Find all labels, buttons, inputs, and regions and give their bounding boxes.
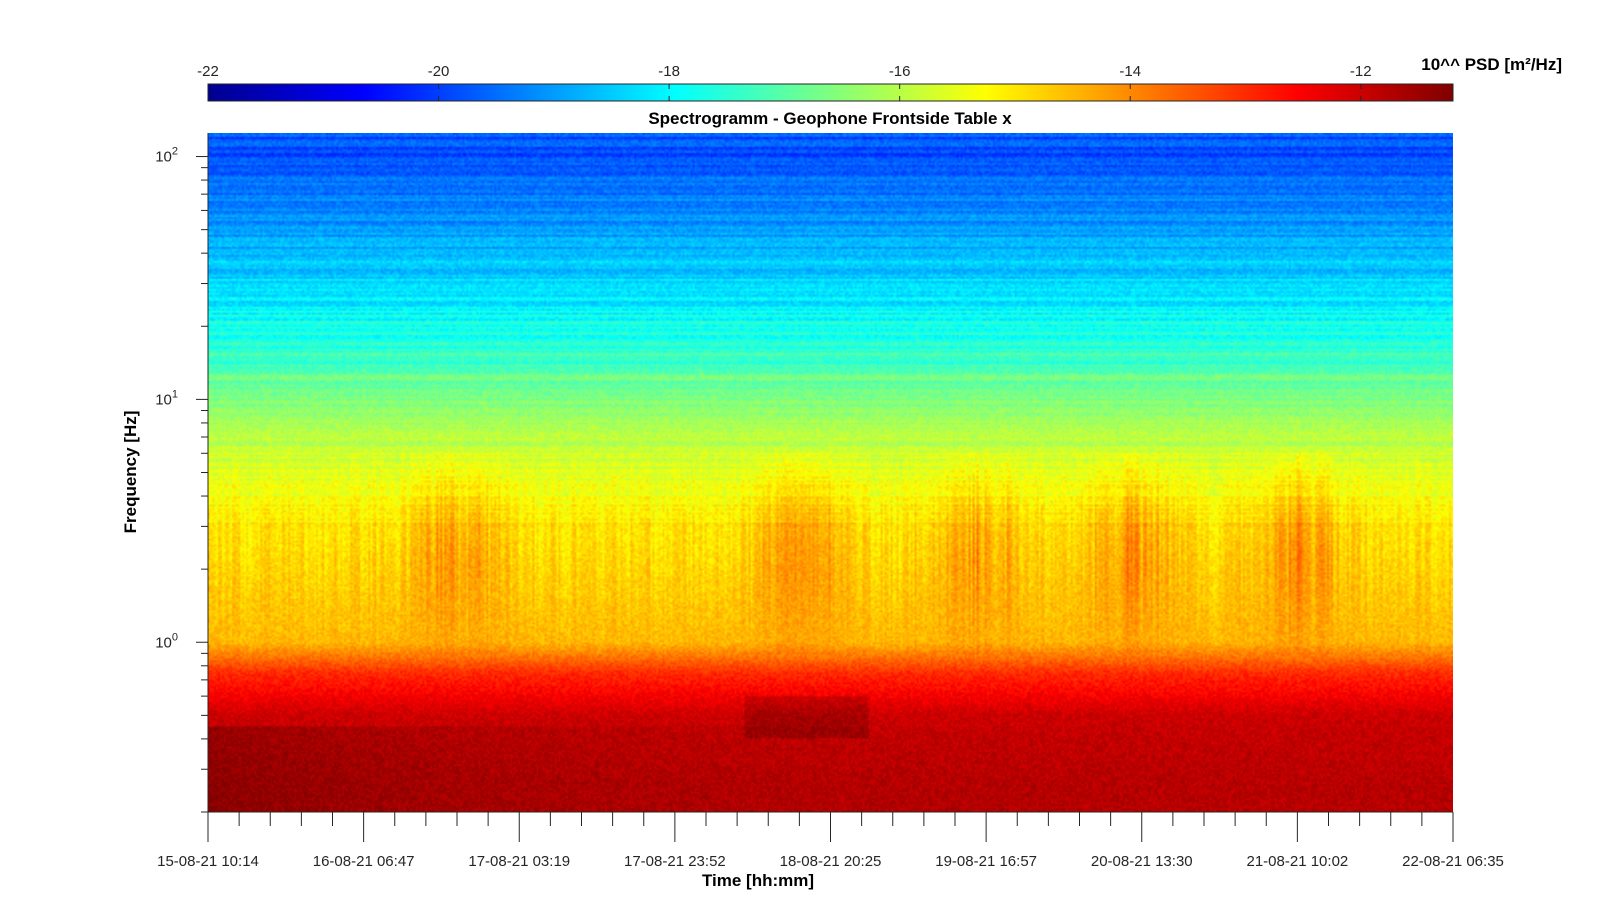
colorbar-gradient [207,83,1454,102]
x-tick-label: 21-08-21 10:02 [1247,853,1349,870]
colorbar-label: 10^^ PSD [m²/Hz] [1421,55,1562,74]
x-tick-label: 15-08-21 10:14 [157,853,259,870]
plot-area [207,133,1453,813]
y-axis-label: Frequency [Hz] [121,411,140,534]
colorbar-ticks: -22 -20 -18 -16 -14 -12 [197,63,1372,101]
heatmap-image [208,133,1453,812]
x-axis-ticks: 15-08-21 10:14 16-08-21 06:47 17-08-21 03:… [157,812,1504,870]
x-tick-label: 17-08-21 03:19 [468,853,570,870]
x-tick-label: 18-08-21 20:25 [780,853,882,870]
x-tick-label: 19-08-21 16:57 [935,853,1037,870]
y-axis-ticks: 100 101 102 [155,146,208,813]
colorbar: -22 -20 -18 -16 -14 -12 10^^ PSD [m²/Hz] [197,55,1562,102]
colorbar-tick-label: -22 [197,63,219,80]
colorbar-tick-label: -18 [658,63,680,80]
y-tick-label: 102 [155,146,178,166]
y-tick-label: 100 [155,631,178,651]
x-tick-label: 17-08-21 23:52 [624,853,726,870]
chart-title: Spectrogramm - Geophone Frontside Table … [648,109,1012,128]
colorbar-tick-label: -16 [889,63,911,80]
colorbar-tick-label: -14 [1119,63,1141,80]
x-axis-label: Time [hh:mm] [702,871,814,890]
colorbar-tick-label: -20 [428,63,450,80]
colorbar-tick-label: -12 [1350,63,1372,80]
y-tick-label: 101 [155,388,178,408]
x-tick-label: 22-08-21 06:35 [1402,853,1504,870]
x-tick-label: 20-08-21 13:30 [1091,853,1193,870]
x-tick-label: 16-08-21 06:47 [313,853,415,870]
